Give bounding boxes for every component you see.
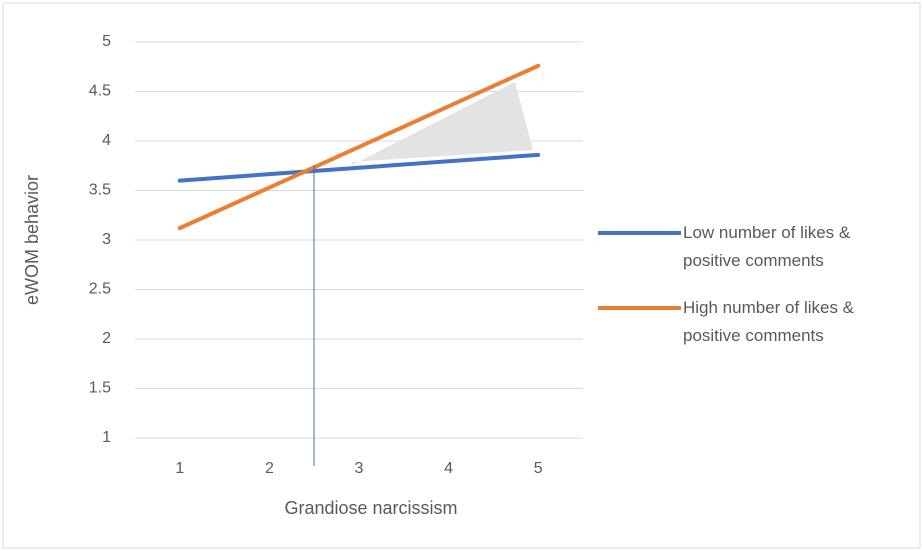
y-tick-label: 5 [102, 33, 111, 50]
y-tick-label: 2.5 [89, 281, 111, 298]
y-tick-label: 4 [102, 132, 111, 149]
y-tick-label: 3 [102, 231, 111, 248]
x-tick-label: 3 [355, 460, 364, 477]
x-tick-label: 1 [175, 460, 184, 477]
x-axis-label: Grandiose narcissism [284, 498, 457, 518]
series-line [177, 63, 541, 231]
series-line [177, 152, 541, 183]
legend-label: Low number of likes & positive comments [683, 223, 851, 270]
y-tick-label: 1.5 [89, 380, 111, 397]
y-tick-label: 3.5 [89, 182, 111, 199]
x-tick-label: 5 [534, 460, 543, 477]
x-tick-label: 2 [265, 460, 274, 477]
shaded-region [352, 82, 533, 165]
y-tick-label: 2 [102, 330, 111, 347]
y-axis-label: eWOM behavior [22, 175, 42, 305]
y-tick-label: 4.5 [89, 83, 111, 100]
y-tick-label: 1 [102, 429, 111, 446]
legend-label: High number of likes & positive comments [683, 298, 855, 345]
x-tick-label: 4 [444, 460, 453, 477]
